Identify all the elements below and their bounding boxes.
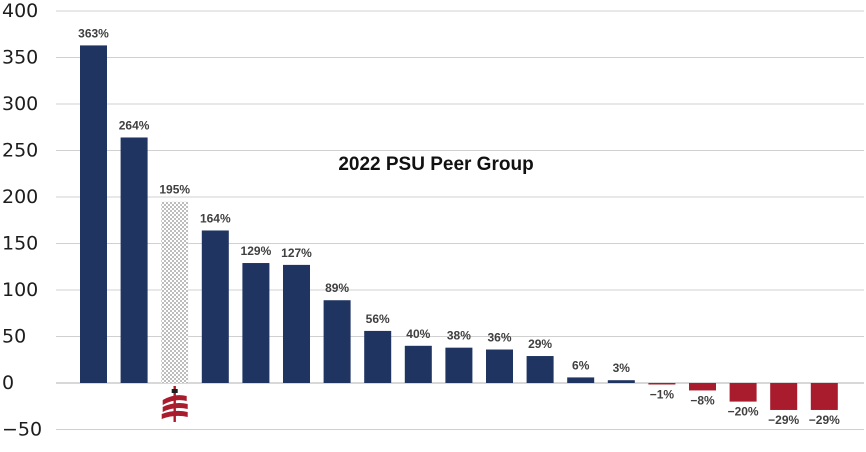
y-tick-label: 200 xyxy=(2,186,38,208)
bars xyxy=(80,45,838,410)
data-label: −8% xyxy=(690,393,715,407)
data-label: 129% xyxy=(241,244,272,258)
data-label: −20% xyxy=(728,405,759,419)
bar xyxy=(486,349,513,383)
y-tick-label: −50 xyxy=(2,419,42,441)
chart-title: 2022 PSU Peer Group xyxy=(338,154,533,175)
bar xyxy=(689,383,716,391)
logo-shape xyxy=(162,395,187,405)
bar xyxy=(810,383,838,410)
bar xyxy=(364,330,392,383)
data-label: −29% xyxy=(768,413,799,427)
data-label: 40% xyxy=(406,327,430,341)
bar xyxy=(567,377,595,383)
data-label: 36% xyxy=(487,331,511,345)
highlight-bar xyxy=(161,201,189,383)
bar xyxy=(242,263,270,383)
y-tick-label: 0 xyxy=(2,372,14,394)
y-tick-label: 150 xyxy=(2,233,38,255)
y-axis: 400 350 300 250 200 150 100 50 0 −50 xyxy=(2,0,42,441)
data-label: 164% xyxy=(200,211,231,225)
y-tick-label: 250 xyxy=(2,140,38,162)
data-label: 127% xyxy=(281,246,312,260)
data-label: 29% xyxy=(528,337,552,351)
data-label: 195% xyxy=(159,183,190,197)
data-labels: 363% 264% 195% 164% 129% 127% 89% 56% 40% 38% 36% 2… xyxy=(78,26,840,427)
bar xyxy=(201,230,229,383)
bar xyxy=(283,264,310,383)
bar xyxy=(404,345,432,383)
bar xyxy=(323,300,351,383)
bar xyxy=(729,383,757,402)
bar xyxy=(445,347,473,383)
bar xyxy=(526,356,554,383)
y-tick-label: 100 xyxy=(2,279,38,301)
data-label: −29% xyxy=(809,413,840,427)
logo-shape xyxy=(171,389,178,393)
logo-shape xyxy=(162,403,188,412)
y-tick-label: 400 xyxy=(2,0,38,22)
logo-shape xyxy=(161,410,188,419)
bar xyxy=(648,383,676,385)
data-label: 3% xyxy=(613,361,631,375)
data-label: 56% xyxy=(366,312,390,326)
company-logo-icon xyxy=(161,386,188,422)
bar xyxy=(80,45,107,383)
y-tick-label: 300 xyxy=(2,93,38,115)
y-tick-label: 50 xyxy=(2,326,26,348)
bar xyxy=(120,137,148,383)
bar xyxy=(607,380,635,383)
data-label: 363% xyxy=(78,26,109,40)
y-tick-label: 350 xyxy=(2,47,38,69)
bar xyxy=(770,383,798,410)
data-label: 89% xyxy=(325,281,349,295)
data-label: 38% xyxy=(447,329,471,343)
data-label: −1% xyxy=(650,388,675,402)
data-label: 264% xyxy=(119,118,150,132)
data-label: 6% xyxy=(572,358,590,372)
